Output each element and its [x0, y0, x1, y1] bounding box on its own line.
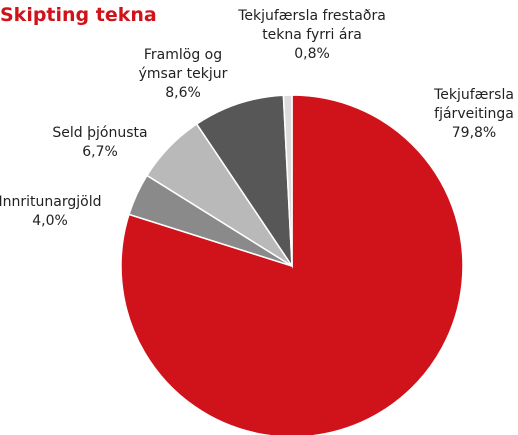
slice-label: Tekjufærsla frestaðra tekna fyrri ára [238, 8, 386, 43]
slice-value-label: 79,8% [451, 125, 497, 141]
pie-slice [195, 94, 293, 269]
slice-value-label: 0,8% [294, 46, 330, 62]
slice-label: Framlög og ýmsar tekjur [138, 47, 228, 82]
slice-value-label: 4,0% [32, 213, 68, 229]
slice-label: Innritunargjöld [0, 194, 102, 210]
slice-value-label: 8,6% [165, 85, 201, 101]
slice-label: Seld þjónusta [52, 125, 148, 141]
pie-slice [120, 94, 464, 435]
slice-label: Tekjufærsla fjárveitinga [434, 87, 514, 122]
pie-slice [282, 94, 293, 267]
slice-value-label: 6,7% [82, 144, 118, 160]
chart-title: Skipting tekna [0, 4, 157, 26]
